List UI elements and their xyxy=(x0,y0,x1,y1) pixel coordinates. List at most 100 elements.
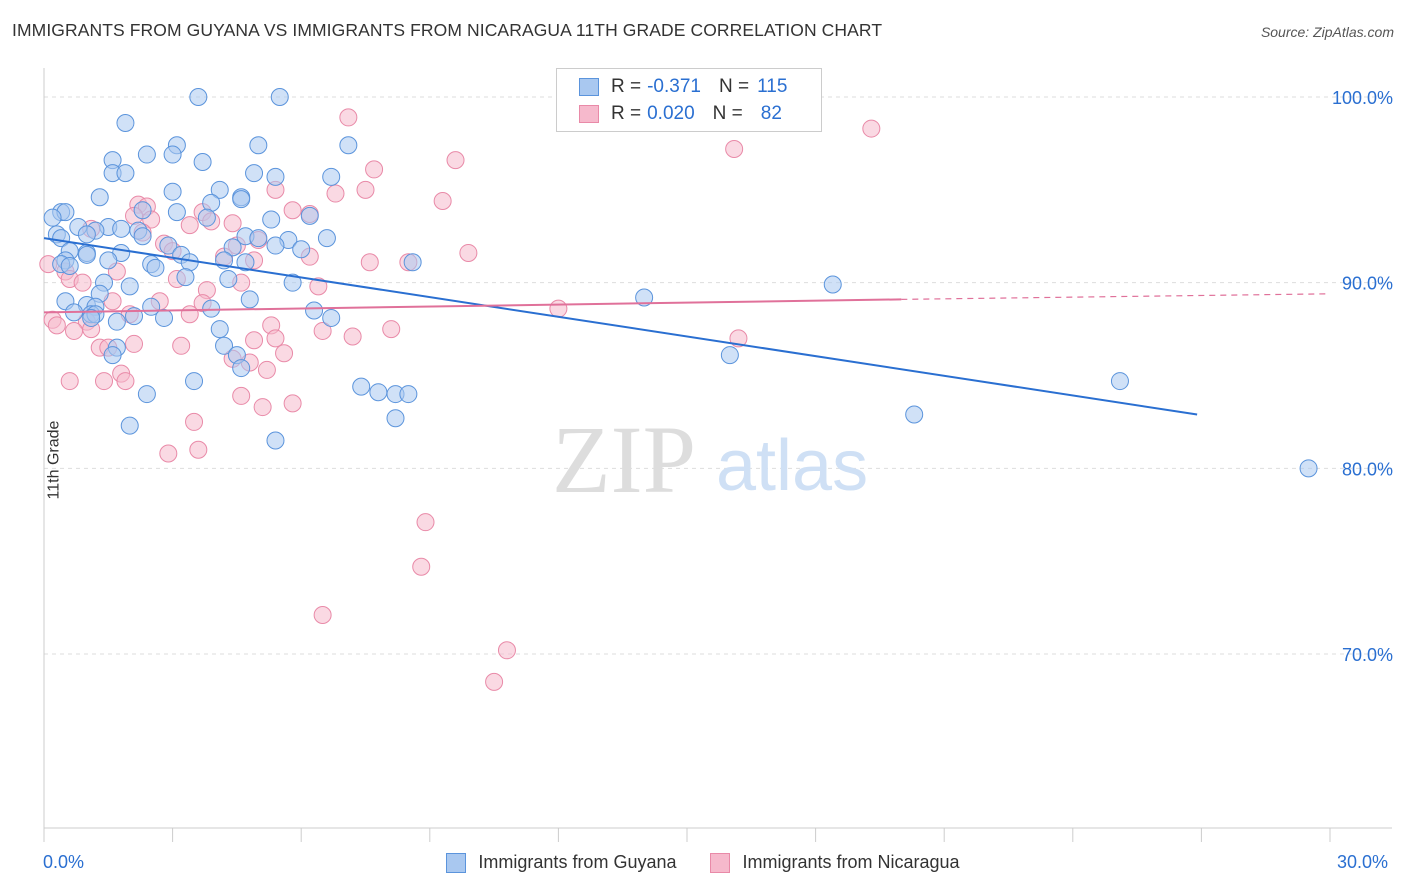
nicaragua-point xyxy=(497,641,516,660)
guyana-point xyxy=(317,229,336,248)
guyana-point xyxy=(133,201,152,220)
y-tick-label: 100.0% xyxy=(1332,88,1393,108)
r-value: 0.020 xyxy=(647,103,695,124)
guyana-point xyxy=(60,256,79,275)
x-tick-label-max: 30.0% xyxy=(1337,852,1389,872)
guyana-point xyxy=(163,145,182,164)
guyana-point xyxy=(223,238,242,257)
nicaragua-point xyxy=(275,344,294,363)
guyana-point xyxy=(270,88,289,106)
guyana-point xyxy=(266,431,285,450)
guyana-point xyxy=(249,136,268,155)
nicaragua-point xyxy=(125,334,144,353)
guyana-point xyxy=(137,145,156,164)
nicaragua-points xyxy=(39,108,881,691)
guyana-point xyxy=(77,245,96,264)
guyana-point xyxy=(133,227,152,246)
nicaragua-point xyxy=(116,372,135,391)
guyana-point xyxy=(249,229,268,248)
nicaragua-point xyxy=(360,253,379,272)
guyana-point xyxy=(403,253,422,272)
guyana-point xyxy=(43,208,62,227)
guyana-legend-label: Immigrants from Guyana xyxy=(478,852,677,872)
guyana-point xyxy=(352,377,371,396)
legend-row-nicaragua: R = 0.020 N = 82 xyxy=(579,102,782,126)
legend-item-nicaragua: Immigrants from Nicaragua xyxy=(710,852,960,873)
guyana-point xyxy=(232,190,251,209)
guyana-point xyxy=(193,152,212,171)
guyana-point xyxy=(116,164,135,183)
guyana-point xyxy=(112,219,131,238)
guyana-point xyxy=(322,167,341,186)
guyana-point xyxy=(90,188,109,207)
axes xyxy=(43,68,1392,842)
nicaragua-point xyxy=(245,331,264,350)
guyana-point xyxy=(202,193,221,212)
guyana-point xyxy=(185,372,204,391)
r-label: R = xyxy=(611,76,642,97)
nicaragua-point xyxy=(232,386,251,405)
y-tick-label: 80.0% xyxy=(1342,459,1393,479)
guyana-point xyxy=(305,301,324,320)
chart-title: IMMIGRANTS FROM GUYANA VS IMMIGRANTS FRO… xyxy=(12,20,883,40)
nicaragua-point xyxy=(485,672,504,691)
nicaragua-point xyxy=(283,201,302,220)
guyana-point xyxy=(232,359,251,378)
n-label: N = xyxy=(718,76,750,97)
guyana-point xyxy=(369,383,388,402)
guyana-point xyxy=(339,136,358,155)
nicaragua-point xyxy=(343,327,362,346)
guyana-point xyxy=(1299,459,1318,478)
nicaragua-legend-label: Immigrants from Nicaragua xyxy=(742,852,960,872)
guyana-point xyxy=(262,210,281,229)
guyana-legend-swatch xyxy=(446,852,467,873)
nicaragua-point xyxy=(283,394,302,413)
guyana-point xyxy=(219,269,238,288)
guyana-point xyxy=(137,385,156,404)
guyana-point xyxy=(266,236,285,255)
nicaragua-point xyxy=(65,321,84,340)
nicaragua-point xyxy=(313,321,332,340)
nicaragua-point xyxy=(549,299,568,318)
watermark-atlas: atlas xyxy=(716,426,868,506)
nicaragua-point xyxy=(459,243,478,262)
guyana-point xyxy=(1110,372,1129,391)
guyana-point xyxy=(386,409,405,428)
guyana-point xyxy=(210,320,229,339)
nicaragua-point xyxy=(159,444,178,463)
legend-item-guyana: Immigrants from Guyana xyxy=(446,852,676,873)
guyana-point xyxy=(77,225,96,244)
guyana-point xyxy=(720,346,739,365)
nicaragua-point xyxy=(180,305,199,324)
nicaragua-point xyxy=(326,184,345,203)
nicaragua-point xyxy=(95,372,114,391)
guyana-point xyxy=(215,336,234,355)
guyana-point xyxy=(300,206,319,225)
guyana-point xyxy=(292,240,311,259)
nicaragua-point xyxy=(313,606,332,625)
n-value: 115 xyxy=(757,76,788,97)
guyana-point xyxy=(159,236,178,255)
guyana-point xyxy=(240,290,259,309)
series-legend: Immigrants from Guyana Immigrants from N… xyxy=(0,852,1406,873)
guyana-trendline xyxy=(43,237,1198,416)
nicaragua-point xyxy=(189,440,208,459)
nicaragua-point xyxy=(862,119,881,138)
guyana-point xyxy=(146,258,165,277)
guyana-point xyxy=(905,405,924,424)
y-tick-label: 90.0% xyxy=(1342,274,1393,294)
r-value: -0.371 xyxy=(647,76,701,97)
guyana-point xyxy=(245,164,264,183)
nicaragua-trendline xyxy=(43,298,902,314)
nicaragua-point xyxy=(47,316,66,335)
y-tick-label: 70.0% xyxy=(1342,645,1393,665)
x-tick-label-min: 0.0% xyxy=(43,852,85,872)
nicaragua-trendline-extension xyxy=(901,293,1331,300)
guyana-point xyxy=(155,308,174,327)
guyana-point xyxy=(322,308,341,327)
nicaragua-point xyxy=(356,180,375,199)
nicaragua-point xyxy=(185,412,204,431)
guyana-point xyxy=(189,88,208,106)
nicaragua-point xyxy=(446,151,465,170)
